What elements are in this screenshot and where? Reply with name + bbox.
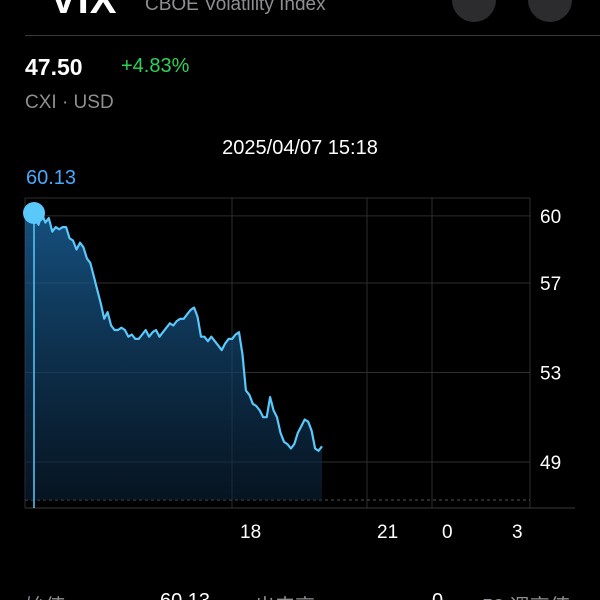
- stat-open-label: 始値: [25, 590, 65, 600]
- y-tick-label: 49: [540, 453, 561, 474]
- x-tick-label: 0: [442, 522, 453, 540]
- exchange-currency: CXI · USD: [25, 92, 114, 113]
- close-button[interactable]: [528, 0, 572, 22]
- price-area-fill: [25, 213, 322, 500]
- y-tick-label: 60: [540, 207, 561, 228]
- instrument-name: CBOE Volatility Index: [145, 0, 326, 15]
- x-tick-label: 3: [512, 522, 523, 540]
- stat-open-value: 60.13: [160, 590, 210, 600]
- price-line: [34, 212, 323, 452]
- selected-point-value: 60.13: [26, 167, 77, 189]
- stat-52w-high-label: 52 週高値: [482, 590, 570, 600]
- selected-timestamp: 2025/04/07 15:18: [222, 137, 378, 159]
- x-tick-label: 21: [377, 522, 398, 540]
- header: VIX CBOE Volatility Index: [0, 0, 600, 36]
- crosshair-dot[interactable]: [23, 201, 45, 224]
- current-price: 47.50: [25, 54, 83, 80]
- price-chart[interactable]: 60 57 53 49 18 21 0 3: [0, 190, 600, 540]
- stat-volume-label: 出来高: [255, 590, 315, 600]
- stats-row: 始値 60.13 出来高 0 52 週高値: [0, 586, 600, 600]
- price-change-percent: +4.83%: [121, 55, 190, 77]
- share-button[interactable]: [452, 0, 496, 22]
- y-tick-label: 57: [540, 274, 561, 295]
- x-tick-label: 18: [240, 522, 261, 540]
- y-tick-label: 53: [540, 363, 561, 384]
- ticker-symbol: VIX: [50, 0, 118, 22]
- header-divider: [25, 35, 600, 36]
- stat-volume-value: 0: [432, 590, 443, 600]
